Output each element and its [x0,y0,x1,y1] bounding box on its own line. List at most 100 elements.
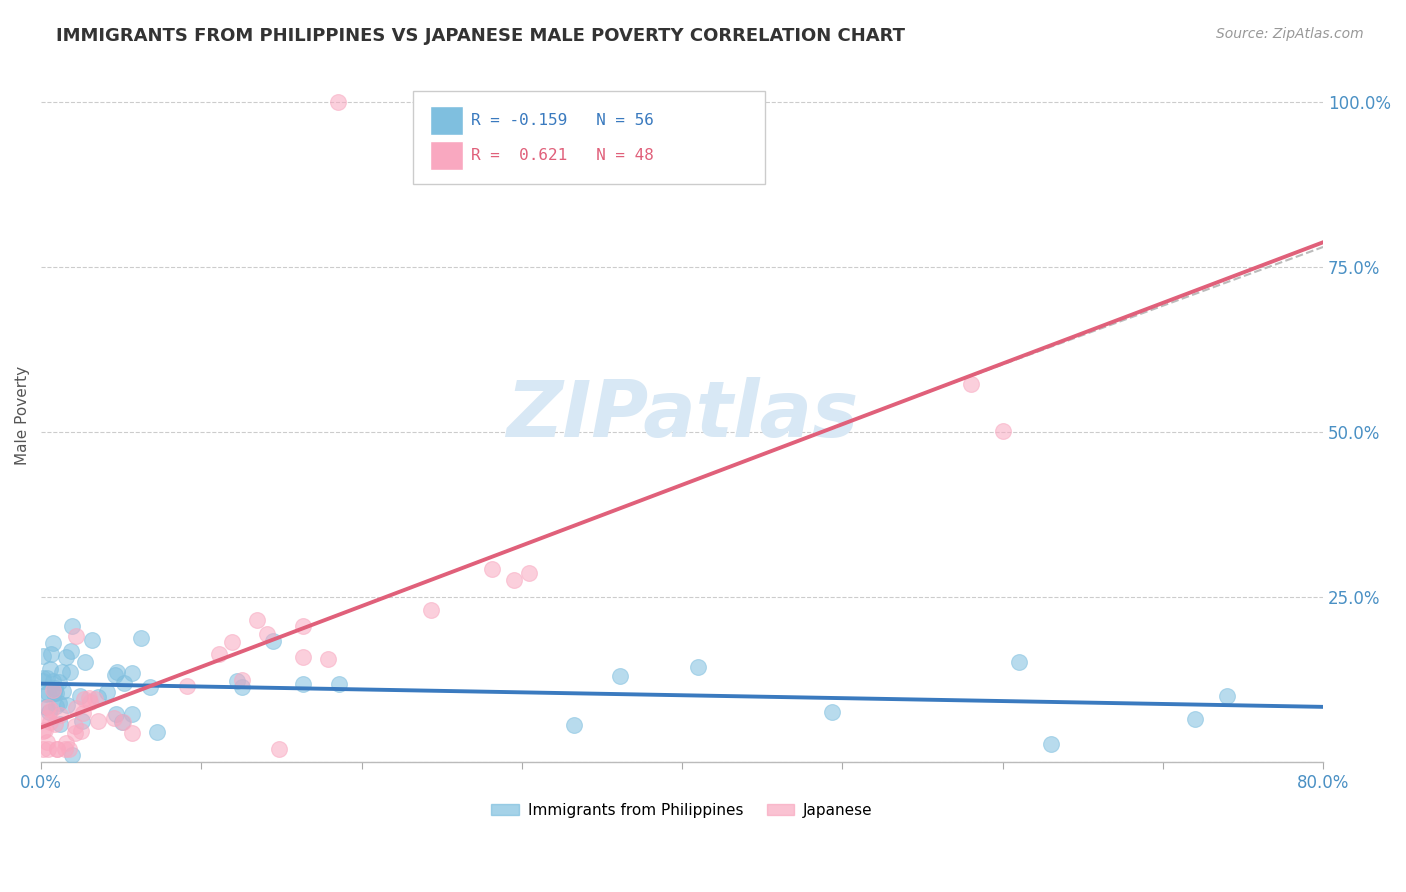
Point [262,634,284,648]
Point [42,682,65,697]
Y-axis label: Male Poverty: Male Poverty [15,366,30,465]
FancyBboxPatch shape [413,91,765,185]
Point [292,619,315,633]
Point [225,673,247,688]
Point [38,705,60,719]
Point [79,690,101,705]
Point [35,700,58,714]
Point [72,706,94,720]
Point [45,742,67,756]
Point [269,742,291,756]
Point [991,424,1014,438]
Point [32,671,55,685]
Point [110,714,132,729]
Point [503,573,526,587]
Point [959,376,981,391]
Point [103,711,125,725]
Point [35,711,58,725]
Point [87,690,110,704]
Point [121,726,143,740]
Point [129,631,152,645]
Point [55,736,77,750]
Point [821,705,844,719]
Point [328,676,350,690]
Point [104,706,127,721]
Point [39,663,62,677]
Point [31,723,53,738]
Point [44,681,66,695]
Point [208,647,231,661]
Point [31,673,53,688]
Point [686,659,709,673]
Point [48,674,70,689]
Point [45,686,67,700]
Point [42,686,65,700]
Point [1216,690,1239,704]
Point [59,665,82,680]
Point [45,699,67,714]
Point [35,687,58,701]
FancyBboxPatch shape [430,141,463,169]
Point [55,650,77,665]
Point [231,680,253,694]
Point [73,692,96,706]
Point [79,695,101,709]
Point [46,742,69,756]
Point [112,714,135,729]
Point [246,613,269,627]
Point [69,689,91,703]
Point [39,703,62,717]
Text: IMMIGRANTS FROM PHILIPPINES VS JAPANESE MALE POVERTY CORRELATION CHART: IMMIGRANTS FROM PHILIPPINES VS JAPANESE … [56,27,905,45]
Point [326,95,349,109]
Point [65,629,87,643]
Point [44,716,66,731]
Point [72,714,94,728]
Point [221,635,243,649]
Point [37,735,59,749]
Point [37,686,59,700]
Point [112,676,135,690]
Point [65,700,87,714]
Point [31,742,53,756]
Point [73,655,96,669]
Point [49,717,72,731]
Text: R = -0.159   N = 56: R = -0.159 N = 56 [471,113,654,128]
Point [34,723,56,738]
Point [231,673,253,688]
Point [86,714,108,729]
Point [105,665,128,680]
Point [39,715,62,730]
Point [42,674,65,689]
Point [37,671,59,685]
Point [316,652,339,666]
Point [121,665,143,680]
Point [37,742,59,756]
Text: R =  0.621   N = 48: R = 0.621 N = 48 [471,148,654,162]
Point [48,697,70,711]
Point [96,685,118,699]
Point [83,692,105,706]
Point [37,699,59,714]
Point [63,719,86,733]
FancyBboxPatch shape [430,106,463,135]
Point [41,636,63,650]
Point [121,706,143,721]
Point [52,684,75,698]
Point [176,679,198,693]
Point [1008,655,1031,669]
Point [63,726,86,740]
Point [481,562,503,576]
Point [519,566,541,580]
Point [291,677,314,691]
Text: ZIPatlas: ZIPatlas [506,377,858,453]
Point [80,632,103,647]
Point [146,724,169,739]
Point [104,668,127,682]
Point [1184,712,1206,726]
Point [60,618,83,632]
Point [49,708,72,723]
Legend: Immigrants from Philippines, Japanese: Immigrants from Philippines, Japanese [485,797,879,824]
Point [60,644,83,658]
Point [58,742,80,756]
Point [420,603,443,617]
